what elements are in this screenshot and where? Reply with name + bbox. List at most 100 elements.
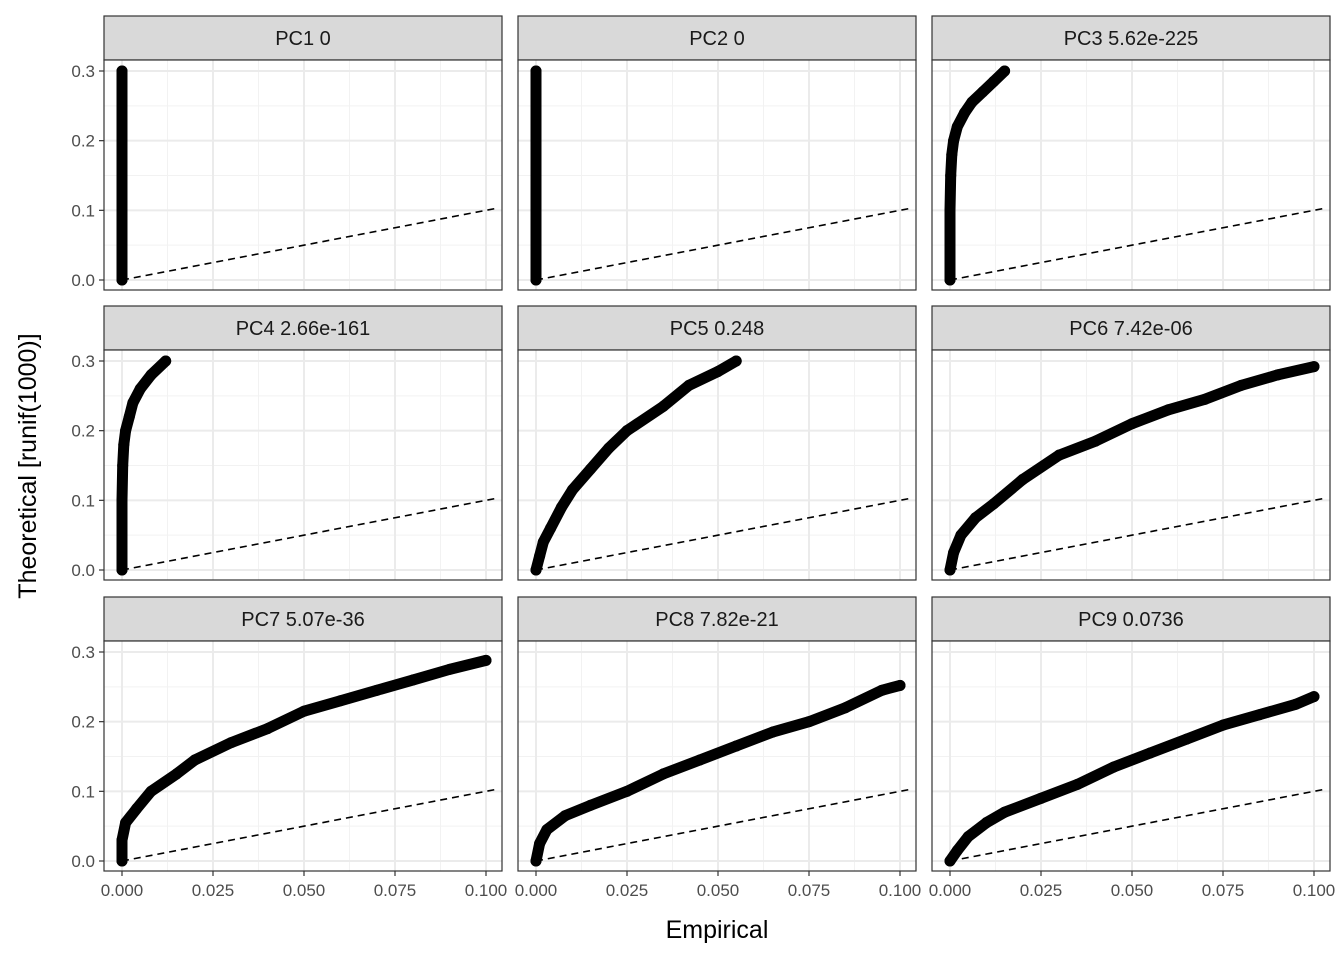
data-point [999,806,1011,818]
data-point [980,817,992,829]
data-point [534,550,546,562]
data-point [530,65,542,77]
x-tick-label: 0.000 [929,881,972,900]
data-point [134,383,146,395]
x-tick-label: 0.075 [1202,881,1245,900]
y-tick-label: 0.0 [71,271,95,290]
data-point [116,494,128,506]
data-point [530,855,542,867]
data-point [118,439,130,451]
data-point [948,547,960,559]
data-point [1035,792,1047,804]
data-point [566,484,578,496]
data-point [480,654,492,666]
x-tick-label: 0.000 [101,881,144,900]
x-tick-label: 0.075 [374,881,417,900]
data-point [944,274,956,286]
data-point [988,498,1000,510]
data-point [262,723,274,735]
data-point [1181,733,1193,745]
x-tick-label: 0.025 [192,881,235,900]
data-point [955,529,967,541]
data-point [160,355,172,367]
reference-line-dashed [121,207,498,281]
reference-line-dashed [949,497,1326,571]
data-point [944,855,956,867]
data-point [545,522,557,534]
data-point [123,411,135,423]
data-point [959,107,971,119]
data-point [120,817,132,829]
facet-strip [103,15,503,61]
facet-strip-label: PC1 0 [275,28,331,50]
data-point [1071,778,1083,790]
data-point [946,149,958,161]
data-point [1126,418,1138,430]
data-point [371,684,383,696]
panel-border [931,59,1331,291]
facet-strip-label: PC5 0.248 [670,318,765,340]
data-point [1144,747,1156,759]
data-point [603,442,615,454]
x-tick-label: 0.050 [697,881,740,900]
data-point [988,75,1000,87]
reference-line-dashed [949,788,1326,862]
y-tick-label: 0.1 [71,782,95,801]
facet-strip [931,305,1331,351]
data-point [116,65,128,77]
data-point [966,96,978,108]
data-point [585,463,597,475]
data-point [1290,698,1302,710]
data-point [1017,473,1029,485]
data-point [127,397,139,409]
data-point [1217,719,1229,731]
data-point [116,274,128,286]
data-point [1235,379,1247,391]
data-point [894,679,906,691]
y-axis-title: Theoretical [runif(1000)] [14,333,42,598]
data-point [944,564,956,576]
panel-border [103,349,503,581]
x-tick-label: 0.075 [788,881,831,900]
data-point [117,460,129,471]
x-tick-label: 0.000 [515,881,558,900]
data-point [962,831,974,843]
y-tick-label: 0.2 [71,422,95,441]
facet-strip-label: PC9 0.0736 [1078,609,1184,631]
data-point [1090,435,1102,447]
facet-strip-label: PC8 7.82e-21 [655,609,778,631]
reference-line-dashed [535,207,912,281]
panel-border [517,640,917,872]
data-point [120,425,132,437]
reference-line-dashed [535,497,912,571]
x-tick-label: 0.050 [1111,881,1154,900]
data-point [116,855,128,867]
data-point [1253,709,1265,721]
data-point [555,501,567,513]
data-point [171,768,183,780]
data-point [657,400,669,412]
panel-border [103,59,503,291]
data-point [839,702,851,714]
reference-line-dashed [121,788,498,862]
data-point [530,564,542,576]
data-point [585,799,597,811]
data-point [559,810,571,822]
facet-strip [517,305,917,351]
x-tick-label: 0.050 [283,881,326,900]
data-point [298,705,310,717]
data-point [334,695,346,707]
data-point [621,785,633,797]
data-point [803,716,815,728]
x-axis-title: Empirical [666,916,769,944]
data-point [683,379,695,391]
data-point [712,365,724,377]
data-point [969,512,981,524]
facet-strip-label: PC4 2.66e-161 [236,318,371,340]
data-point [730,355,742,367]
data-point [945,170,957,181]
data-point [225,737,237,749]
y-tick-label: 0.2 [71,713,95,732]
y-tick-label: 0.0 [71,852,95,871]
